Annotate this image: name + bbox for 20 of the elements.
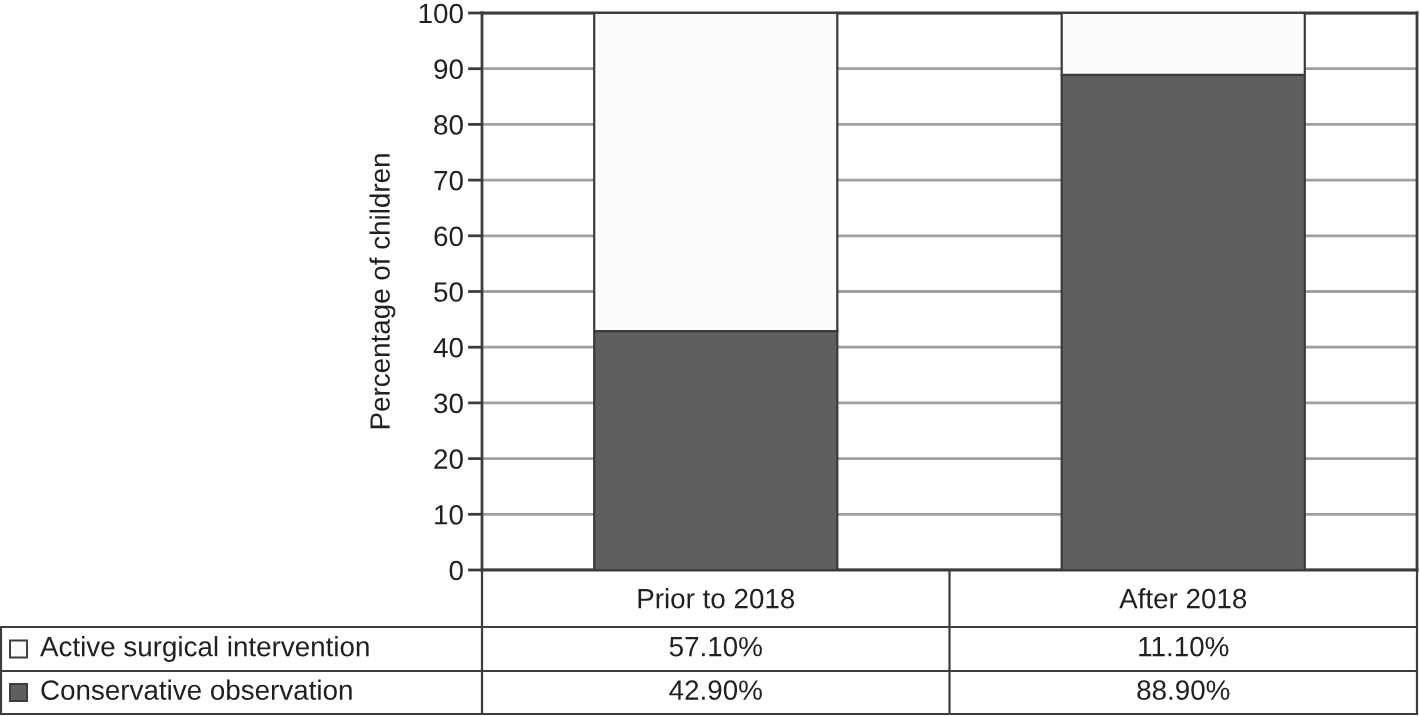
legend-label: Active surgical intervention (40, 636, 369, 662)
y-axis-title: Percentage of children (369, 154, 396, 429)
y-tick-label: 0 (449, 560, 463, 581)
data-label: 57.10% (669, 636, 762, 657)
data-label: 42.90% (669, 680, 762, 700)
y-tick-label: 90 (434, 59, 463, 80)
y-tick-label: 70 (434, 170, 463, 191)
data-label: 88.90% (1137, 680, 1230, 700)
y-tick-label: 10 (435, 504, 463, 525)
y-tick-label: 60 (434, 226, 463, 247)
data-label: 11.10% (1139, 636, 1229, 657)
legend-label: Conservative observation (41, 679, 352, 700)
y-tick-label: 40 (433, 337, 463, 358)
y-tick-label: 50 (434, 282, 463, 302)
x-tick-label: Prior to 2018 (638, 588, 795, 609)
y-tick-label: 20 (434, 449, 463, 469)
y-tick-label: 100 (419, 3, 463, 24)
y-tick-label: 30 (434, 393, 463, 414)
x-tick-label: After 2018 (1119, 588, 1247, 609)
y-tick-label: 80 (434, 115, 463, 135)
